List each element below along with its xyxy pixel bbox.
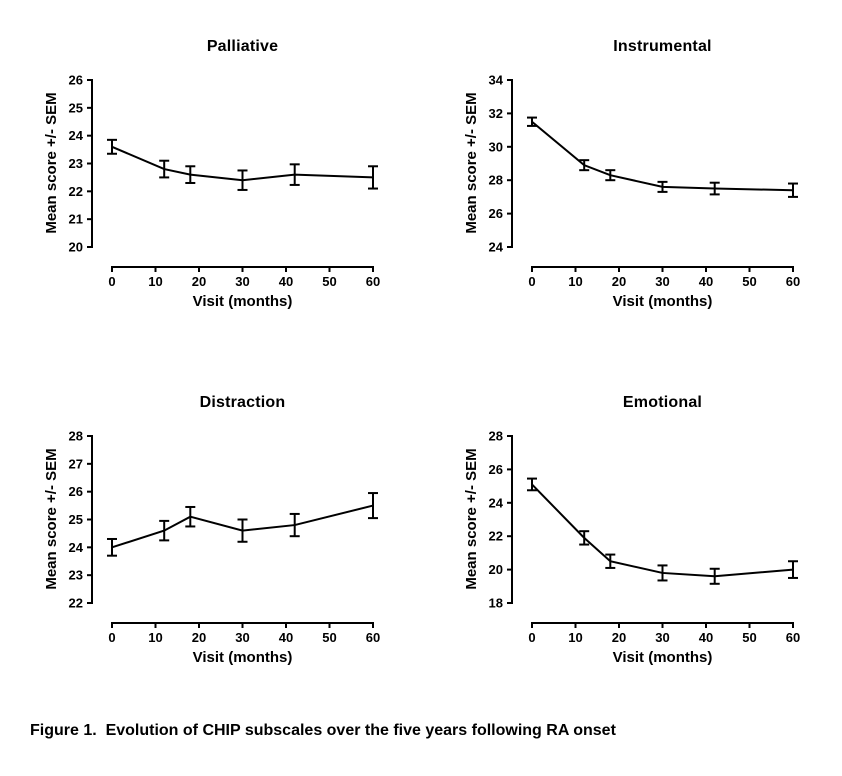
svg-text:20: 20: [489, 562, 503, 577]
svg-text:30: 30: [235, 274, 249, 289]
svg-text:22: 22: [69, 184, 83, 199]
svg-text:26: 26: [69, 484, 83, 499]
svg-text:0: 0: [528, 274, 535, 289]
chart-panel-emotional: Emotional Mean score +/- SEM 18 20 22 24 26 2…: [450, 386, 842, 716]
svg-text:40: 40: [279, 274, 293, 289]
line-chart-palliative: 20 21 22 23 24 25 26 0 10 20 30 40 50 60: [69, 73, 381, 290]
chart-title: Emotional: [622, 394, 703, 411]
svg-text:40: 40: [699, 274, 713, 289]
svg-text:24: 24: [489, 240, 504, 255]
svg-text:28: 28: [69, 429, 83, 444]
svg-text:25: 25: [69, 512, 83, 527]
svg-text:30: 30: [235, 630, 249, 645]
svg-text:60: 60: [366, 630, 380, 645]
svg-text:10: 10: [568, 630, 582, 645]
svg-text:20: 20: [69, 240, 83, 255]
x-axis-label: Visit (months): [612, 293, 713, 310]
svg-text:32: 32: [489, 106, 503, 121]
svg-text:22: 22: [69, 596, 83, 611]
svg-text:30: 30: [655, 630, 669, 645]
svg-text:40: 40: [699, 630, 713, 645]
svg-text:0: 0: [108, 274, 115, 289]
svg-text:50: 50: [322, 274, 336, 289]
chart-panel-palliative: Palliative Mean score +/- SEM 20 21 22 23 24…: [30, 30, 430, 360]
svg-text:0: 0: [108, 630, 115, 645]
svg-text:60: 60: [366, 274, 380, 289]
x-axis-label: Visit (months): [192, 649, 293, 666]
svg-text:10: 10: [148, 274, 162, 289]
svg-text:23: 23: [69, 568, 83, 583]
svg-text:40: 40: [279, 630, 293, 645]
chart-panel-distraction: Distraction Mean score +/- SEM 22 23 24 25 2…: [30, 386, 430, 716]
svg-text:10: 10: [148, 630, 162, 645]
x-axis-label: Visit (months): [612, 649, 713, 666]
svg-text:30: 30: [489, 139, 503, 154]
line-chart-emotional: 18 20 22 24 26 28 0 10 20 30 40 50 60: [489, 429, 801, 646]
svg-text:25: 25: [69, 100, 83, 115]
svg-text:20: 20: [612, 274, 626, 289]
chart-title: Distraction: [199, 394, 286, 411]
svg-text:50: 50: [742, 630, 756, 645]
svg-text:50: 50: [322, 630, 336, 645]
svg-text:10: 10: [568, 274, 582, 289]
svg-text:26: 26: [489, 462, 503, 477]
svg-text:28: 28: [489, 173, 503, 188]
svg-text:30: 30: [655, 274, 669, 289]
svg-text:24: 24: [489, 495, 504, 510]
svg-text:60: 60: [786, 630, 800, 645]
svg-text:20: 20: [192, 630, 206, 645]
svg-text:27: 27: [69, 456, 83, 471]
svg-text:50: 50: [742, 274, 756, 289]
svg-text:60: 60: [786, 274, 800, 289]
line-chart-instrumental: 24 26 28 30 32 34 0 10 20 30 40 50 60: [489, 73, 801, 290]
line-chart-distraction: 22 23 24 25 26 27 28 0 10 20 30 40 50 60: [69, 429, 381, 646]
chart-title: Palliative: [206, 38, 279, 55]
svg-text:24: 24: [69, 540, 84, 555]
svg-text:34: 34: [489, 73, 504, 88]
svg-text:21: 21: [69, 212, 83, 227]
svg-text:26: 26: [69, 73, 83, 88]
svg-text:26: 26: [489, 206, 503, 221]
svg-text:20: 20: [612, 630, 626, 645]
svg-text:20: 20: [192, 274, 206, 289]
svg-text:0: 0: [528, 630, 535, 645]
svg-text:18: 18: [489, 596, 503, 611]
x-axis-label: Visit (months): [192, 293, 293, 310]
figure-caption: Figure 1. Evolution of CHIP subscales ov…: [30, 722, 616, 739]
svg-text:28: 28: [489, 429, 503, 444]
chart-title: Instrumental: [613, 38, 712, 55]
svg-text:23: 23: [69, 156, 83, 171]
svg-text:24: 24: [69, 128, 84, 143]
chart-panel-instrumental: Instrumental Mean score +/- SEM 24 26 28 30…: [450, 30, 842, 360]
svg-text:22: 22: [489, 529, 503, 544]
